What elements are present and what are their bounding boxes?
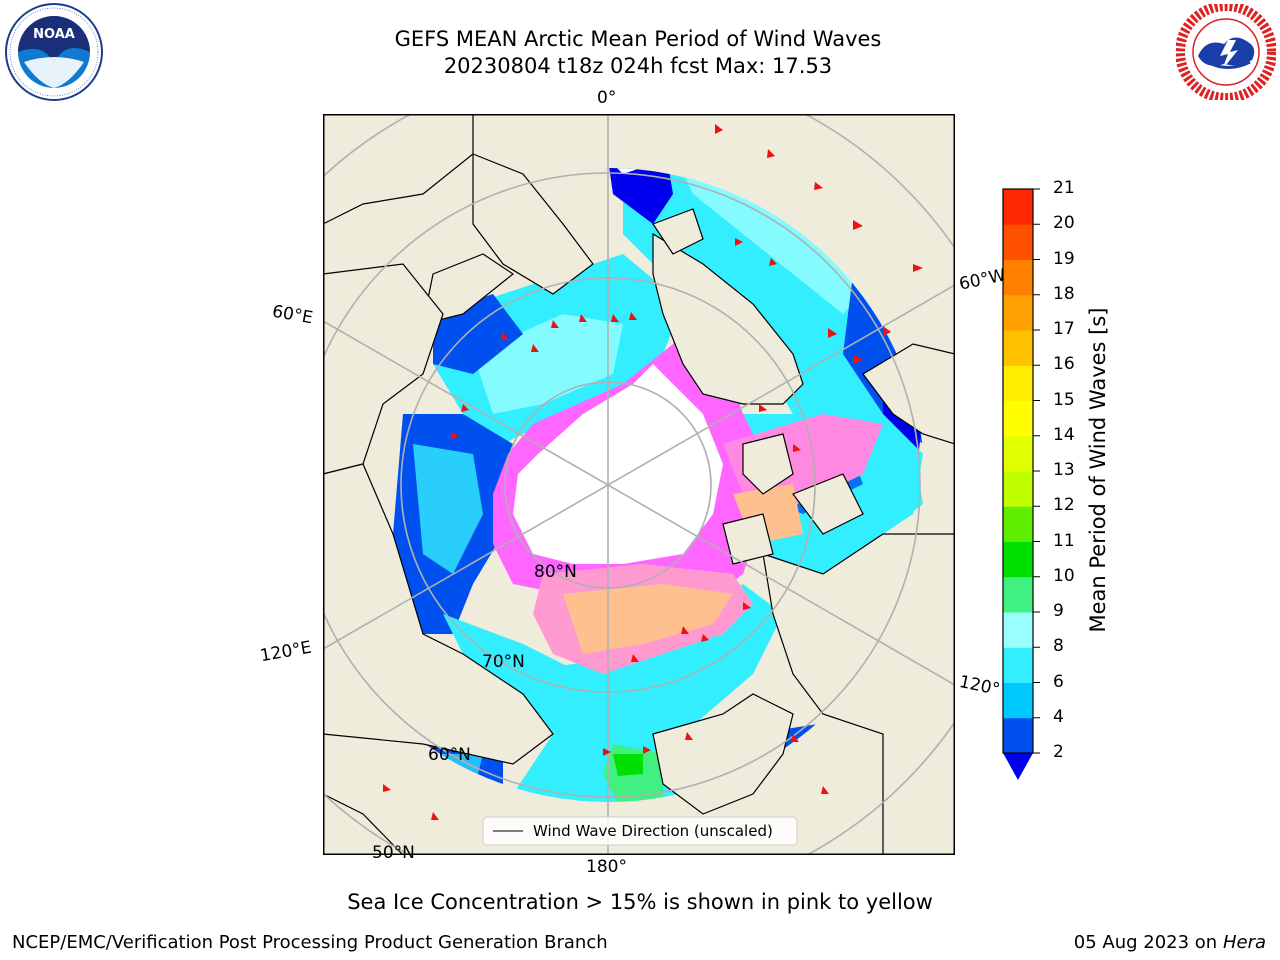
lon-label-120e: 120°E: [258, 637, 314, 667]
wave-arrow: [853, 220, 863, 230]
wave-arrow: [793, 444, 801, 452]
colorbar-tick-label: 18: [1053, 283, 1075, 304]
wave-arrow: [735, 238, 743, 246]
colorbar-band: [1003, 400, 1033, 437]
colorbar-tick-label: 15: [1053, 389, 1075, 410]
wave-arrow: [461, 404, 469, 412]
meridian-60e: [323, 320, 609, 486]
wave-arrow: [913, 264, 923, 272]
wave-arrow: [531, 344, 539, 352]
land-masses: [323, 114, 955, 855]
noaa-logo: NOAA: [5, 3, 103, 101]
colorbar-tick-label: 13: [1053, 460, 1075, 480]
colorbar-band: [1003, 612, 1033, 648]
svg-text:NOAA: NOAA: [33, 27, 75, 42]
wave-arrow: [611, 314, 619, 322]
meridian-120w: [607, 484, 955, 686]
wave-arrow: [767, 149, 775, 158]
colorbar-tick-label: 12: [1053, 495, 1075, 516]
wave-arrow: [821, 786, 829, 794]
colorbar-tick-label: 20: [1053, 213, 1075, 234]
wave-arrow: [883, 326, 891, 336]
colorbar-tick-label: 10: [1053, 565, 1075, 586]
wave-arrow: [685, 732, 693, 740]
wave-arrow: [814, 182, 823, 190]
wave-arrow: [701, 634, 709, 642]
wave-arrow: [431, 812, 439, 820]
wave-arrow: [828, 328, 837, 338]
footer-credit: NCEP/EMC/Verification Post Processing Pr…: [12, 932, 608, 953]
wave-arrow: [579, 314, 587, 322]
colorbar-tick-label: 21: [1053, 178, 1075, 198]
colorbar-tick-label: 14: [1053, 424, 1075, 445]
map-legend: Wind Wave Direction (unscaled): [482, 816, 798, 846]
map-frame: [323, 114, 955, 855]
colorbar-tick-label: 11: [1053, 530, 1075, 551]
colorbar-band: [1003, 435, 1033, 472]
lat-label-60n: 60°N: [428, 745, 471, 765]
colorbar-band: [1003, 224, 1033, 260]
wave-arrow: [743, 602, 751, 610]
meridian-60w: [607, 284, 955, 486]
colorbar-tick-label: 16: [1053, 354, 1075, 375]
colorbar-tick-label: 6: [1053, 671, 1064, 692]
colorbar-band: [1003, 189, 1033, 225]
wave-arrow: [643, 746, 651, 754]
colorbar-band: [1003, 576, 1033, 613]
chart-title: GEFS MEAN Arctic Mean Period of Wind Wav…: [394, 27, 882, 51]
colorbar-band: [1003, 330, 1033, 366]
colorbar-band: [1003, 506, 1033, 542]
wave-arrow: [791, 734, 799, 742]
wave-arrow: [501, 332, 509, 340]
colorbar-band: [1003, 471, 1033, 507]
lat-label-50n: 50°N: [372, 843, 415, 863]
wave-arrow: [631, 654, 639, 662]
lon-label-120w: 120°: [957, 671, 1002, 701]
colorbar-band: [1003, 259, 1033, 296]
colorbar-tick-label: 9: [1053, 601, 1064, 621]
colorbar-band: [1003, 541, 1033, 578]
central-ice: [513, 364, 723, 564]
wave-arrow: [451, 432, 459, 440]
lon-label-0: 0°: [597, 88, 617, 108]
colorbar-tick-label: 2: [1053, 742, 1064, 762]
wave-arrow: [681, 626, 689, 634]
colorbar-title: Mean Period of Wind Waves [s]: [1086, 307, 1110, 633]
colorbar-band: [1003, 717, 1033, 754]
caption: Sea Ice Concentration > 15% is shown in …: [347, 890, 933, 914]
lon-label-180: 180°: [586, 857, 627, 877]
legend-label: Wind Wave Direction (unscaled): [533, 822, 773, 840]
colorbar-tick-label: 4: [1053, 706, 1064, 727]
lon-label-60e: 60°E: [270, 301, 315, 329]
wave-arrow: [853, 354, 863, 364]
wave-arrow: [759, 404, 767, 412]
wave-arrow: [383, 784, 391, 792]
wave-arrow: [629, 312, 637, 320]
wave-arrow: [715, 124, 723, 134]
polar-map: Wind Wave Direction (unscaled): [323, 114, 955, 855]
lat-label-70n: 70°N: [482, 652, 525, 672]
colorbar-tick-label: 19: [1053, 248, 1075, 269]
colorbar-tick-label: 8: [1053, 636, 1064, 657]
colorbar-band: [1003, 682, 1033, 719]
wave-arrow: [551, 320, 559, 328]
colorbar-extend-arrow: [1003, 753, 1033, 780]
nws-logo: [1176, 4, 1276, 100]
colorbar: [1002, 188, 1040, 780]
footer-date-text: 05 Aug 2023 on: [1073, 932, 1218, 953]
wind-wave-arrows: [383, 124, 923, 820]
colorbar-tick-label: 17: [1053, 319, 1075, 339]
wave-arrow: [603, 748, 611, 756]
lat-label-80n: 80°N: [534, 562, 577, 582]
meridian-120e: [323, 484, 609, 650]
wave-arrow: [769, 258, 777, 266]
footer-date: 05 Aug 2023 on Hera: [1074, 932, 1266, 953]
colorbar-band: [1003, 365, 1033, 401]
graticule: [323, 114, 955, 855]
chart-subtitle: 20230804 t18z 024h fcst Max: 17.53: [443, 54, 833, 78]
colorbar-band: [1003, 647, 1033, 683]
footer-host: Hera: [1222, 932, 1266, 953]
colorbar-band: [1003, 294, 1033, 331]
